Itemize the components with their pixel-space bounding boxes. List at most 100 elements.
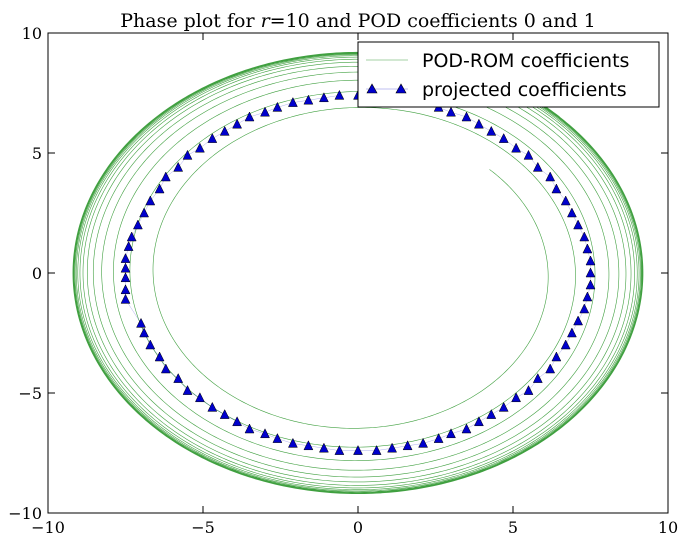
x-tick-label: 0 [353,518,363,537]
projected-point-62 [136,317,146,328]
projected-point-32 [523,385,534,395]
y-tick-label: 5 [32,144,42,163]
x-tick-label: 5 [508,518,518,537]
projected-point-87 [334,89,345,100]
projected-point-30 [545,363,556,374]
projected-point-19 [579,231,590,242]
projected-point-86 [318,92,329,103]
y-tick-label: 0 [32,264,42,283]
projected-point-80 [232,118,243,129]
legend-swatch-projected-marker-left [366,83,378,94]
projected-point-31 [532,373,543,383]
projected-point-45 [334,445,345,455]
projected-point-27 [566,327,577,338]
projected-point-25 [579,303,590,314]
projected-point-18 [573,219,584,230]
projected-point-64 [120,284,131,295]
projected-point-44 [353,445,363,455]
projected-point-28 [560,339,571,350]
projected-point-42 [387,442,398,453]
projected-point-11 [511,142,522,153]
projected-point-48 [287,437,298,448]
projected-point-6 [446,106,456,117]
projected-point-75 [173,161,184,172]
projected-point-26 [573,315,584,326]
projected-point-85 [303,94,314,105]
projected-point-20 [582,243,593,254]
legend-label-projected: projected coefficients [422,79,627,101]
projected-point-56 [182,385,193,395]
projected-point-23 [585,279,596,290]
projected-point-68 [123,241,134,251]
projected-point-39 [433,433,444,443]
projected-point-55 [194,392,205,403]
projected-point-61 [139,327,150,338]
projected-point-47 [303,440,314,451]
y-tick-label: −10 [8,504,42,523]
projected-point-54 [207,401,218,412]
projected-point-8 [473,118,484,129]
projected-point-41 [402,440,413,451]
projected-point-71 [139,207,150,218]
projected-point-13 [532,161,543,172]
projected-point-78 [207,133,218,143]
legend-label-pod-rom: POD-ROM coefficients [422,50,629,72]
projected-point-53 [219,409,230,419]
projected-point-74 [160,171,171,182]
projected-point-15 [551,183,562,194]
x-tick-label: −5 [191,518,215,537]
projected-point-49 [272,433,283,443]
projected-point-24 [582,291,593,302]
chart-title: Phase plot for r=10 and POD coefficients… [120,10,596,32]
projected-point-65 [120,272,131,283]
projected-point-38 [446,428,456,439]
projected-point-84 [287,97,298,107]
projected-point-57 [173,373,184,383]
projected-point-29 [551,351,562,362]
projected-point-10 [498,133,509,143]
projected-point-51 [244,423,255,434]
projected-point-67 [120,253,131,263]
projected-point-16 [560,195,571,206]
projected-point-76 [182,149,193,160]
projected-point-69 [126,231,137,242]
projected-point-83 [272,101,283,112]
projected-point-79 [219,125,230,136]
projected-point-21 [585,255,596,266]
projected-point-46 [318,442,329,453]
projected-point-59 [154,351,165,362]
legend: POD-ROM coefficients projected coefficie… [357,41,660,108]
projected-point-12 [523,149,534,160]
projected-point-40 [418,437,429,448]
legend-swatch-projected-marker-right [395,83,407,94]
x-tick-label: 10 [658,518,678,537]
projected-point-81 [244,111,255,122]
series-projected-line [125,95,591,451]
projected-point-50 [260,428,270,439]
series-pod-rom-line [72,51,644,495]
projected-point-33 [511,392,522,403]
projected-point-77 [194,142,205,153]
projected-point-35 [486,409,497,419]
projected-point-66 [120,262,131,273]
projected-point-60 [145,339,156,350]
projected-point-36 [473,416,484,427]
title-r-variable: r [261,10,272,32]
y-tick-label: −5 [18,384,42,403]
projected-point-37 [461,423,472,434]
projected-point-52 [232,416,243,427]
projected-point-7 [461,111,472,122]
projected-point-34 [498,401,509,412]
projected-point-73 [154,183,165,194]
projected-point-70 [132,219,143,230]
projected-point-17 [566,207,577,218]
x-tick-label: −10 [31,518,65,537]
projected-point-72 [145,195,156,206]
y-tick-label: 10 [22,24,42,43]
projected-point-43 [371,445,382,455]
projected-point-14 [545,171,556,182]
projected-point-63 [120,293,131,304]
legend-box [357,41,660,108]
projected-point-22 [585,267,596,278]
